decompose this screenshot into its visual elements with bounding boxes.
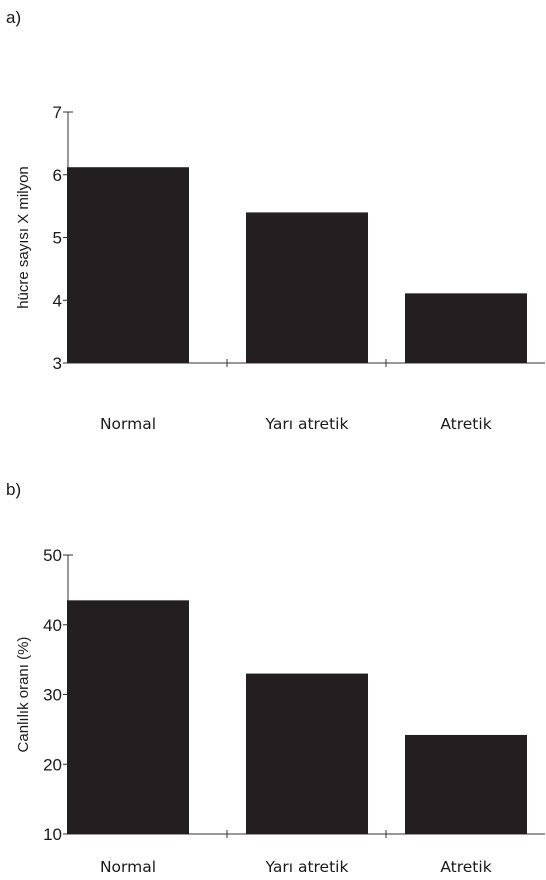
x-category-label: Normal	[100, 858, 156, 876]
y-tick-label: 4	[53, 291, 62, 310]
panel-b-label: b)	[6, 480, 22, 499]
y-tick-label: 40	[43, 616, 62, 635]
hucre-sayisi-bar-chart: 3 4 5 6 7 Normal Yarı atretik Atretik hücre sayı…	[15, 103, 545, 433]
y-tick-label: 6	[53, 166, 62, 185]
y-tick-label: 50	[43, 546, 62, 565]
y-axis-title: hücre sayısı X milyon	[15, 166, 32, 309]
y-tick-label: 30	[43, 686, 62, 705]
y-axis-title: Canlılık oranı (%)	[15, 637, 32, 753]
y-tick-label: 20	[43, 755, 62, 774]
bar-0	[67, 167, 189, 363]
y-tick-label: 10	[43, 825, 62, 844]
y-tick-label: 3	[53, 354, 62, 373]
bar-1	[246, 673, 368, 834]
x-category-label: Normal	[100, 415, 156, 433]
y-tick-label: 5	[53, 229, 62, 248]
x-category-label: Yarı atretik	[265, 415, 349, 433]
bar-2	[405, 734, 527, 834]
x-category-label: Yarı atretik	[265, 858, 349, 876]
y-tick-label: 7	[53, 103, 62, 122]
bar-1	[246, 212, 368, 363]
x-category-label: Atretik	[440, 415, 491, 433]
panel-a-label: a)	[6, 8, 22, 27]
x-category-label: Atretik	[440, 858, 491, 876]
bar-2	[405, 293, 527, 363]
bar-0	[67, 600, 189, 834]
